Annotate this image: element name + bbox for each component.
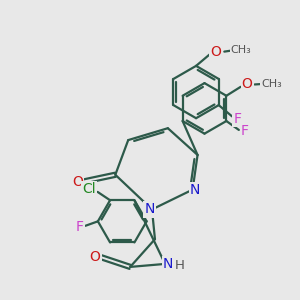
Text: O: O — [211, 45, 221, 58]
Text: Cl: Cl — [82, 182, 96, 196]
Text: O: O — [72, 175, 83, 189]
Text: N: N — [190, 183, 200, 196]
Text: N: N — [163, 257, 173, 271]
Text: F: F — [233, 112, 242, 126]
Text: O: O — [90, 250, 101, 264]
Text: CH₃: CH₃ — [231, 45, 252, 55]
Text: CH₃: CH₃ — [261, 79, 282, 89]
Text: H: H — [175, 259, 185, 272]
Text: F: F — [241, 124, 249, 138]
Text: N: N — [144, 202, 155, 216]
Text: O: O — [242, 77, 253, 92]
Text: F: F — [76, 220, 83, 234]
